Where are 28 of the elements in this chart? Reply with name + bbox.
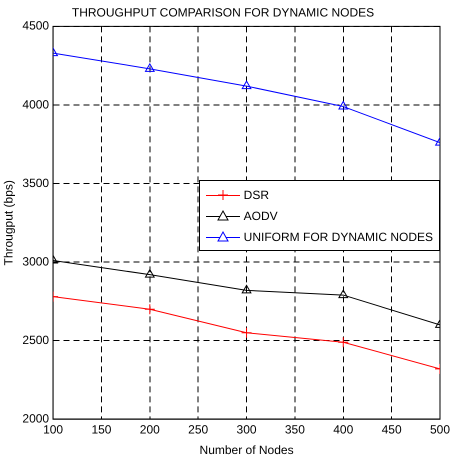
chart-title: THROUGHPUT COMPARISON FOR DYNAMIC NODES xyxy=(72,6,374,20)
point xyxy=(242,284,252,294)
point xyxy=(241,327,252,338)
point xyxy=(144,63,155,72)
x-axis-title: Number of Nodes xyxy=(200,443,294,458)
point xyxy=(338,290,348,298)
legend-label: AODV xyxy=(244,208,278,222)
x-tick-label: 150 xyxy=(91,422,112,437)
x-tick-label: 250 xyxy=(188,422,209,437)
x-tick-label: 200 xyxy=(140,422,160,437)
point xyxy=(144,304,156,315)
x-tick-label: 350 xyxy=(284,422,306,437)
x-tick-label: 300 xyxy=(236,422,257,437)
legend-label: DSR xyxy=(244,188,269,202)
point xyxy=(144,269,155,278)
y-tick-label: 2500 xyxy=(22,332,50,347)
y-axis-title: Througput (bps) xyxy=(2,180,16,266)
x-tick-label: 500 xyxy=(430,422,450,437)
x-tick-label: 450 xyxy=(382,422,402,437)
y-tick-label: 4500 xyxy=(22,18,50,33)
point xyxy=(242,80,252,90)
y-tick-label: 3000 xyxy=(22,254,50,268)
point xyxy=(338,336,349,348)
x-tick-label: 400 xyxy=(333,422,354,437)
y-tick-label: 3500 xyxy=(22,176,50,190)
legend-label: UNIFORM FOR DYNAMIC NODES xyxy=(244,230,433,244)
point xyxy=(338,101,348,110)
y-tick-label: 4000 xyxy=(22,97,50,112)
